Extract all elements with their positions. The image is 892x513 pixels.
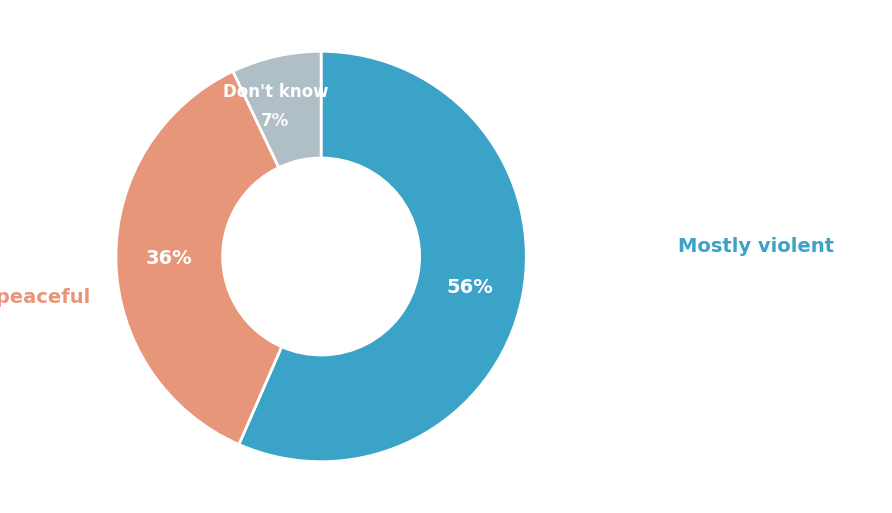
Text: Don't know: Don't know bbox=[223, 83, 328, 101]
Wedge shape bbox=[233, 51, 321, 168]
Text: 56%: 56% bbox=[446, 278, 493, 297]
Text: 7%: 7% bbox=[261, 112, 290, 130]
Text: Mostly violent: Mostly violent bbox=[678, 236, 834, 256]
Text: 36%: 36% bbox=[146, 249, 193, 268]
Text: Mostly peaceful: Mostly peaceful bbox=[0, 288, 90, 307]
Wedge shape bbox=[239, 51, 526, 462]
Wedge shape bbox=[116, 71, 282, 444]
